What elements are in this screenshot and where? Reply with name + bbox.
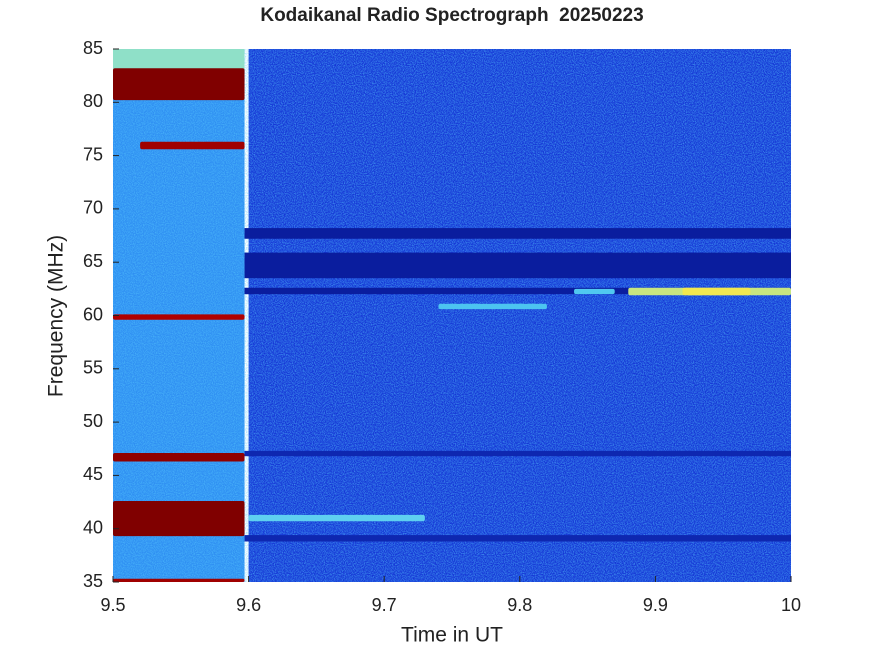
spectral-region bbox=[682, 287, 751, 296]
x-axis-label: Time in UT bbox=[401, 624, 503, 647]
x-tick-label: 9.8 bbox=[507, 595, 532, 615]
x-tick-label: 10 bbox=[781, 595, 801, 615]
x-tick-label: 9.7 bbox=[372, 595, 397, 615]
x-tick-label: 9.9 bbox=[643, 595, 668, 615]
spectral-region bbox=[574, 288, 615, 295]
y-axis-label: Frequency (MHz) bbox=[45, 235, 68, 397]
spectral-region bbox=[244, 228, 792, 239]
y-tick-label: 75 bbox=[83, 144, 103, 164]
y-tick-label: 40 bbox=[83, 517, 103, 537]
y-tick-label: 65 bbox=[83, 251, 103, 271]
y-tick-label: 80 bbox=[83, 91, 103, 111]
spectral-region bbox=[113, 49, 245, 71]
x-tick-label: 9.5 bbox=[100, 595, 125, 615]
spectral-region bbox=[244, 252, 792, 279]
spectral-region bbox=[244, 287, 792, 295]
spectral-region bbox=[244, 535, 792, 542]
spectral-region bbox=[113, 453, 245, 462]
spectral-region bbox=[113, 314, 245, 320]
y-tick-label: 55 bbox=[83, 358, 103, 378]
spectral-region bbox=[248, 514, 425, 522]
x-tick-label: 9.6 bbox=[236, 595, 261, 615]
y-tick-label: 70 bbox=[83, 198, 103, 218]
spectral-region bbox=[113, 578, 245, 582]
spectral-region bbox=[113, 500, 245, 537]
spectral-region bbox=[244, 450, 792, 457]
spectral-region bbox=[113, 68, 245, 101]
y-tick-label: 45 bbox=[83, 464, 103, 484]
spectral-region bbox=[438, 303, 547, 310]
chart-title: Kodaikanal Radio Spectrograph 20250223 bbox=[260, 5, 643, 26]
y-tick-label: 60 bbox=[83, 304, 103, 324]
y-tick-label: 85 bbox=[83, 38, 103, 58]
y-tick-label: 50 bbox=[83, 411, 103, 431]
plot-area bbox=[113, 49, 792, 582]
y-tick-label: 35 bbox=[83, 571, 103, 591]
spectral-region bbox=[140, 141, 245, 150]
